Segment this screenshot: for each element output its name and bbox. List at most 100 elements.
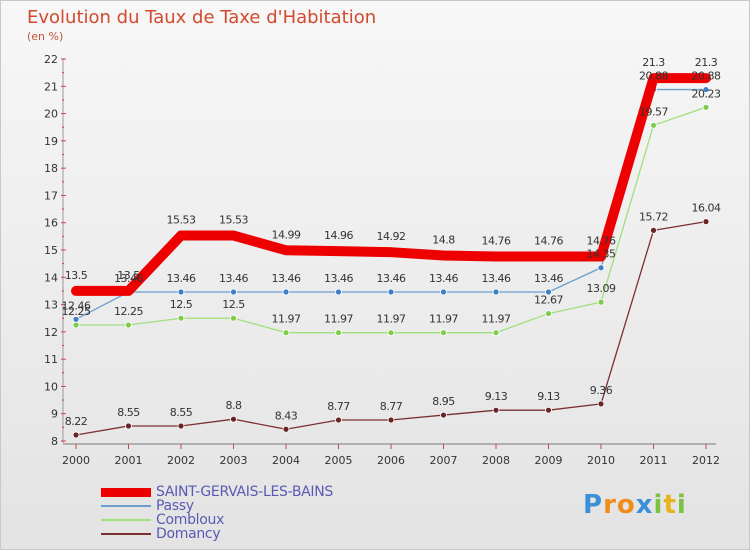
x-tick-label: 2010 (587, 454, 615, 467)
legend-swatch (101, 519, 151, 521)
x-tick-label: 2004 (272, 454, 300, 467)
data-label: 13.46 (114, 272, 143, 285)
legend-swatch (101, 487, 151, 497)
data-point (545, 310, 552, 317)
data-label: 13.46 (219, 272, 248, 285)
data-point (125, 321, 132, 329)
data-label: 11.97 (272, 313, 301, 326)
legend-label: Passy (156, 498, 194, 514)
y-tick-label: 20 (44, 108, 58, 121)
data-point (650, 226, 657, 234)
data-point (282, 329, 290, 337)
data-point (597, 264, 605, 272)
y-tick-label: 14 (44, 271, 58, 284)
logo-letter: i (653, 490, 664, 520)
legend-label: Combloux (156, 512, 225, 528)
data-point (230, 314, 237, 322)
x-tick-label: 2012 (692, 454, 720, 467)
data-label: 8.55 (117, 406, 140, 419)
logo-letter: o (616, 490, 636, 520)
data-point (492, 288, 500, 296)
y-tick-label: 8 (51, 435, 58, 448)
logo-letter: r (603, 490, 617, 520)
data-point (702, 86, 710, 93)
data-labels-layer: 13.5 13.5 15.53 15.53 14.99 14.96 14.92 14.8 14.… (62, 56, 722, 428)
x-tick-label: 2001 (115, 454, 143, 467)
legend-item-saint-gervais: SAINT-GERVAIS-LES-BAINS (101, 485, 333, 499)
data-point (597, 298, 605, 306)
logo-letter: P (583, 490, 604, 520)
x-tick-label: 2009 (535, 454, 563, 467)
data-label: 14.76 (587, 235, 616, 248)
data-label: 11.97 (482, 313, 511, 326)
data-label: 20.88 (639, 70, 668, 83)
data-label: 12.67 (534, 294, 563, 307)
data-point (335, 416, 342, 424)
logo-letter: i (676, 490, 687, 520)
data-point (440, 411, 447, 419)
data-point (282, 425, 290, 433)
data-point (440, 288, 447, 296)
data-label: 12.5 (222, 298, 245, 311)
data-label: 11.97 (377, 313, 406, 326)
data-label: 13.46 (534, 272, 563, 285)
data-label: 19.57 (639, 105, 668, 118)
series-domancy (72, 218, 710, 439)
data-label: 20.23 (692, 87, 721, 100)
data-label: 8.8 (226, 399, 242, 412)
data-label: 13.46 (167, 272, 196, 285)
data-label: 9.36 (590, 384, 613, 397)
data-label: 15.53 (167, 214, 196, 227)
data-point (650, 121, 657, 129)
legend-item-passy: Passy (101, 499, 333, 513)
data-label: 14.76 (534, 235, 563, 248)
y-tick-label: 18 (44, 162, 58, 175)
y-tick-label: 16 (44, 217, 58, 230)
data-point (335, 288, 342, 296)
data-label: 13.46 (482, 272, 511, 285)
legend: SAINT-GERVAIS-LES-BAINS Passy Combloux D… (101, 485, 333, 541)
data-label: 12.46 (62, 299, 91, 312)
data-label: 12.25 (62, 305, 91, 318)
data-point (72, 431, 80, 439)
y-tick-label: 15 (44, 244, 58, 257)
series-line (71, 73, 711, 296)
data-point (702, 103, 710, 111)
x-tick-label: 2000 (62, 454, 90, 467)
data-label: 8.55 (170, 406, 193, 419)
x-tick-label: 2005 (325, 454, 353, 467)
series-layer (71, 73, 711, 439)
data-point (282, 288, 290, 296)
data-point (440, 329, 447, 337)
y-tick-label: 12 (44, 326, 58, 339)
x-tick-label: 2007 (430, 454, 458, 467)
x-tick-label: 2002 (167, 454, 195, 467)
data-point (177, 288, 185, 296)
data-label: 20.88 (692, 70, 721, 83)
data-point (387, 288, 395, 296)
data-label: 16.04 (692, 202, 721, 215)
data-label: 13.46 (429, 272, 458, 285)
data-label: 12.5 (170, 298, 193, 311)
data-point (230, 288, 237, 296)
y-tick-label: 19 (44, 135, 58, 148)
y-tick-label: 13 (44, 299, 58, 312)
y-tick-label: 21 (44, 80, 58, 93)
data-label: 9.13 (485, 390, 508, 403)
x-tick-label: 2003 (220, 454, 248, 467)
data-label: 8.95 (432, 395, 455, 408)
y-tick-label: 17 (44, 189, 58, 202)
x-tick-label: 2008 (482, 454, 510, 467)
data-label: 13.5 (65, 269, 88, 282)
data-label: 14.35 (587, 248, 616, 261)
data-point (72, 321, 80, 329)
data-label: 11.97 (324, 313, 353, 326)
legend-label: SAINT-GERVAIS-LES-BAINS (156, 484, 333, 500)
chart-unit-label: (en %) (27, 30, 64, 43)
x-tick-label: 2006 (377, 454, 405, 467)
legend-item-combloux: Combloux (101, 513, 333, 527)
data-label: 8.43 (275, 409, 298, 422)
data-point (545, 406, 552, 414)
data-point (72, 315, 80, 323)
